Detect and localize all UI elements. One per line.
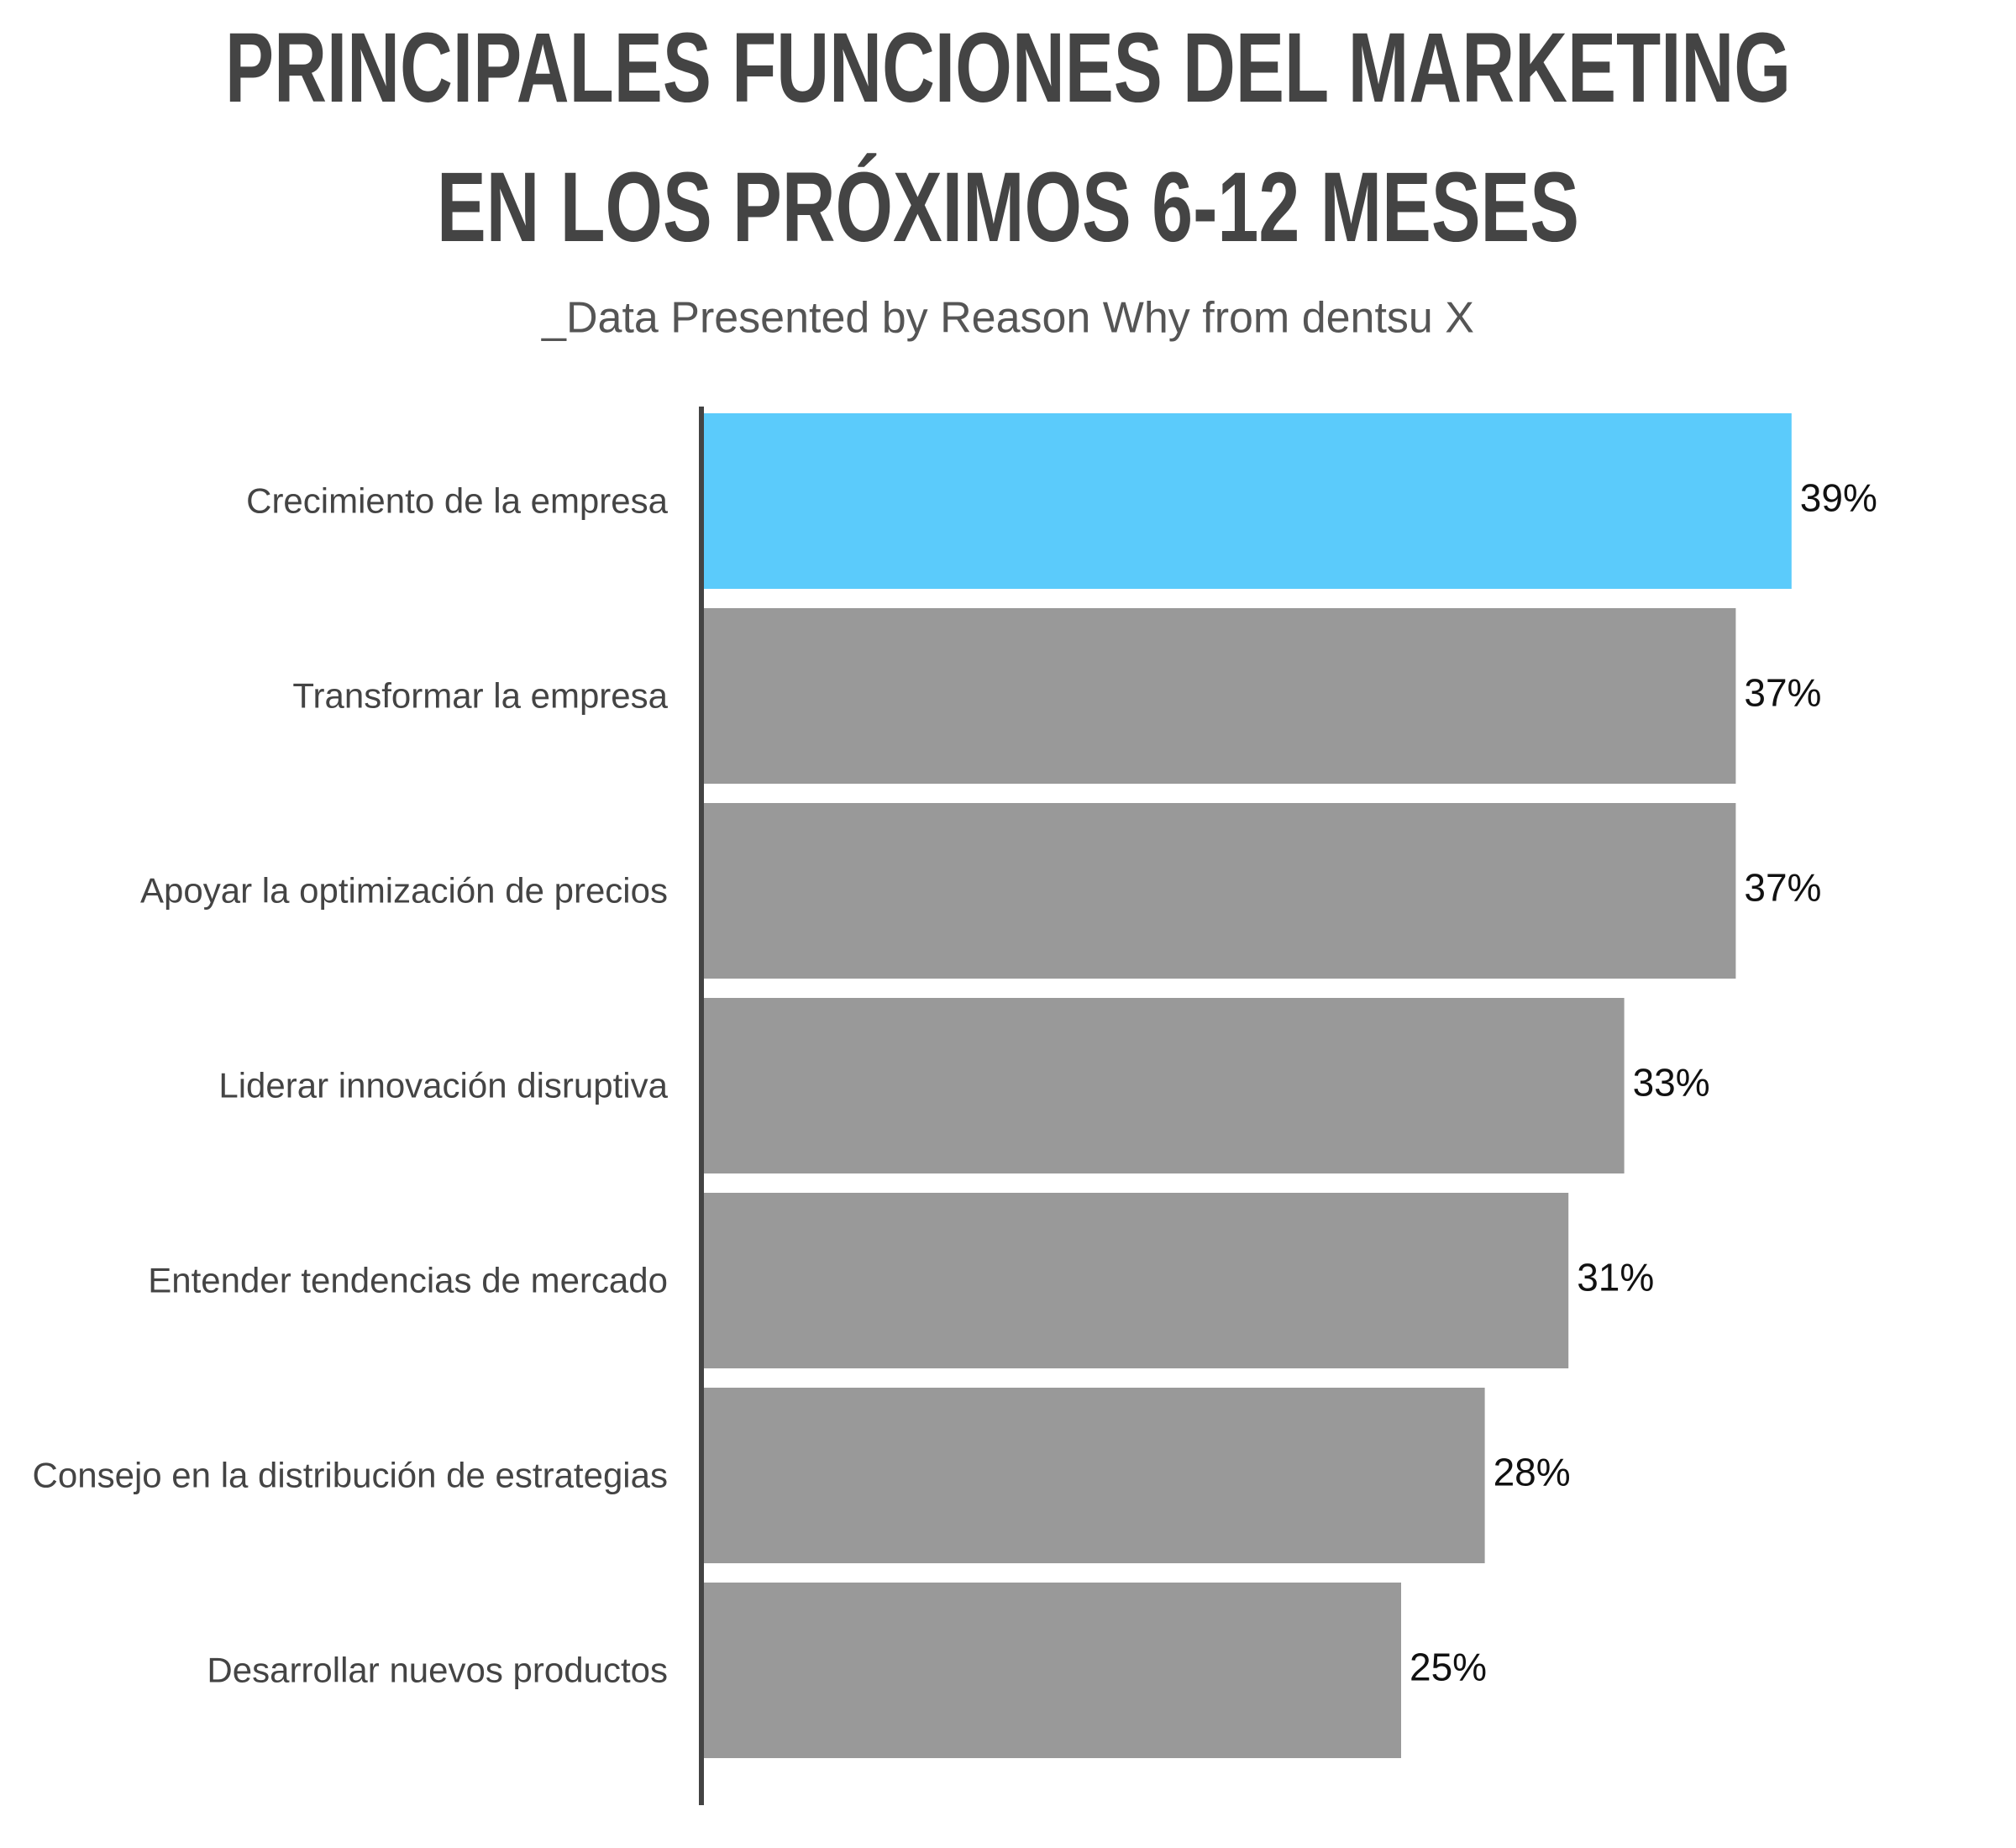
value-label: 39% xyxy=(1800,476,1877,520)
value-label: 37% xyxy=(1744,671,1821,715)
category-label: Entender tendencias de mercado xyxy=(148,1260,668,1300)
category-label: Liderar innovación disruptiva xyxy=(218,1065,668,1105)
value-label: 25% xyxy=(1410,1646,1487,1689)
bar xyxy=(704,608,1736,784)
category-label: Transformar la empresa xyxy=(292,675,668,716)
chart-title: EN LOS PRÓXIMOS 6-12 MESES xyxy=(437,152,1579,263)
bar xyxy=(704,998,1625,1173)
bar xyxy=(704,1193,1569,1368)
bar xyxy=(704,803,1736,979)
chart-subtitle: _Data Presented by Reason Why from dents… xyxy=(541,294,1474,343)
chart-title: PRINCIPALES FUNCIONES DEL MARKETING xyxy=(225,13,1791,123)
value-label: 28% xyxy=(1494,1451,1571,1494)
category-label: Crecimiento de la empresa xyxy=(246,480,668,521)
category-label: Desarrollar nuevos productos xyxy=(207,1650,668,1690)
bar xyxy=(704,1583,1401,1758)
value-label: 33% xyxy=(1633,1061,1710,1105)
value-label: 37% xyxy=(1744,866,1821,910)
value-label: 31% xyxy=(1577,1256,1654,1299)
category-label: Apoyar la optimización de precios xyxy=(140,870,668,911)
bar xyxy=(704,1388,1485,1563)
bar xyxy=(704,413,1792,589)
category-label: Consejo en la distribución de estrategia… xyxy=(32,1455,668,1495)
